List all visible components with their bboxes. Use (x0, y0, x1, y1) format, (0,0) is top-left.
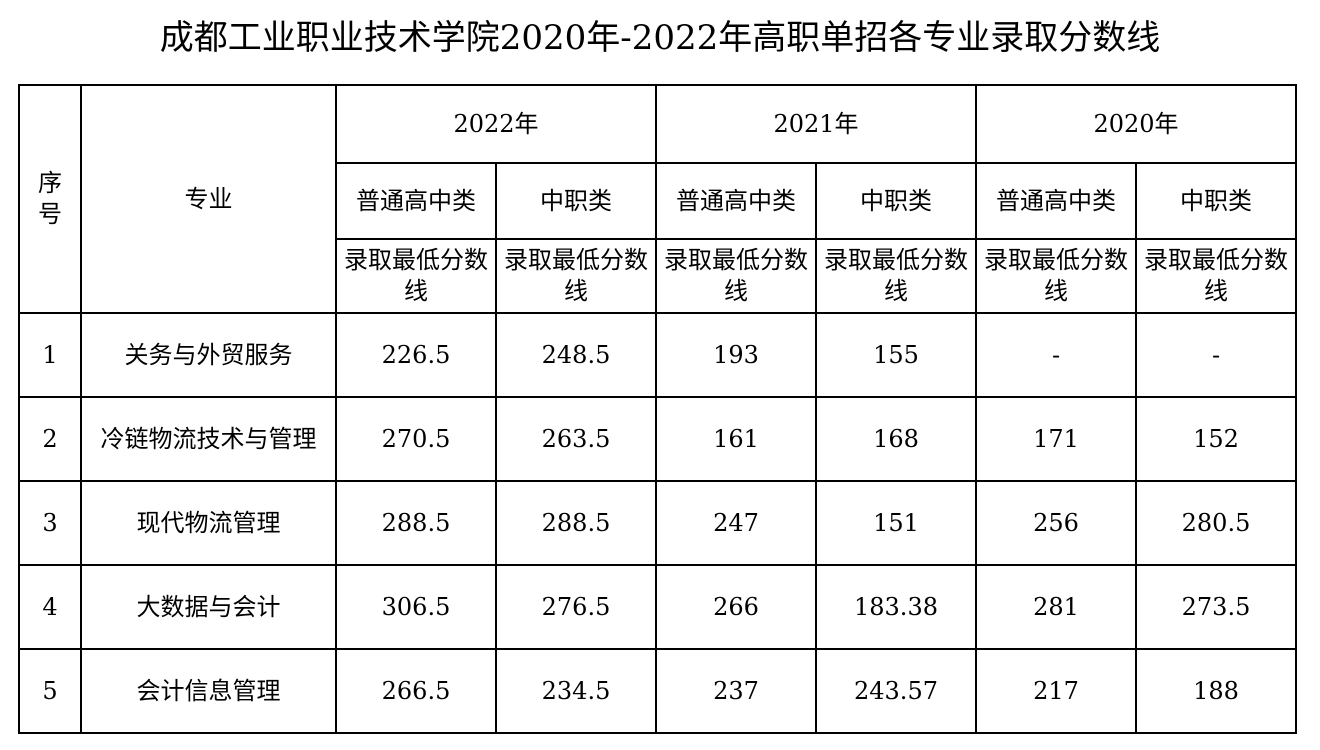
table-row: 2 冷链物流技术与管理 270.5 263.5 161 168 171 152 (18, 396, 1297, 482)
row-major: 现代物流管理 (80, 480, 337, 566)
score-cell: 226.5 (335, 312, 497, 398)
score-cell: 151 (815, 480, 977, 566)
score-cell: 266 (655, 564, 817, 650)
min-score-header-row: 录取最低分数线 录取最低分数线 录取最低分数线 录取最低分数线 录取最低分数线 … (19, 238, 1297, 314)
min-score-header: 录取最低分数线 (1135, 238, 1297, 314)
min-score-label: 录取最低分数线 (984, 246, 1128, 305)
row-index: 1 (18, 312, 82, 398)
index-header-label: 序 号 (38, 169, 62, 228)
score-cell: 276.5 (495, 564, 657, 650)
min-score-label: 录取最低分数线 (664, 246, 808, 305)
page-title: 成都工业职业技术学院2020年-2022年高职单招各专业录取分数线 (159, 18, 1161, 58)
index-header: 序 号 (18, 84, 82, 314)
year-header-2021: 2021年 (655, 84, 977, 164)
category-vocational-2021: 中职类 (815, 162, 977, 240)
score-cell: 288.5 (335, 480, 497, 566)
min-score-header: 录取最低分数线 (655, 238, 817, 314)
row-index: 3 (18, 480, 82, 566)
row-major: 大数据与会计 (80, 564, 337, 650)
year-header-row: 序 号 专业 2022年 2021年 2020年 (18, 84, 1297, 314)
category-general-2020: 普通高中类 (975, 162, 1137, 240)
category-general-2021: 普通高中类 (655, 162, 817, 240)
row-index: 4 (18, 564, 82, 650)
category-vocational-2020: 中职类 (1135, 162, 1297, 240)
score-cell: 171 (975, 396, 1137, 482)
min-score-header: 录取最低分数线 (975, 238, 1137, 314)
table-row: 4 大数据与会计 306.5 276.5 266 183.38 281 273.… (18, 564, 1297, 650)
row-major: 冷链物流技术与管理 (80, 396, 337, 482)
min-score-header: 录取最低分数线 (495, 238, 657, 314)
score-cell: 168 (815, 396, 977, 482)
year-header-2020: 2020年 (975, 84, 1297, 164)
score-cell: 281 (975, 564, 1137, 650)
score-cell: 161 (655, 396, 817, 482)
row-major: 关务与外贸服务 (80, 312, 337, 398)
row-index: 5 (18, 648, 82, 734)
category-header-row: 普通高中类 中职类 普通高中类 中职类 普通高中类 中职类 (19, 162, 1297, 240)
min-score-label: 录取最低分数线 (504, 246, 648, 305)
score-cell: 266.5 (335, 648, 497, 734)
score-cell: 306.5 (335, 564, 497, 650)
score-cell: 237 (655, 648, 817, 734)
score-cell: 155 (815, 312, 977, 398)
min-score-header: 录取最低分数线 (815, 238, 977, 314)
year-header-2022: 2022年 (335, 84, 657, 164)
min-score-header: 录取最低分数线 (335, 238, 497, 314)
table-row: 5 会计信息管理 266.5 234.5 237 243.57 217 188 (18, 648, 1297, 734)
score-cell: 280.5 (1135, 480, 1297, 566)
score-cell: 248.5 (495, 312, 657, 398)
table-row: 1 关务与外贸服务 226.5 248.5 193 155 - - (18, 312, 1297, 398)
major-header: 专业 (80, 84, 337, 314)
score-cell: 270.5 (335, 396, 497, 482)
row-major: 会计信息管理 (80, 648, 337, 734)
min-score-label: 录取最低分数线 (824, 246, 968, 305)
score-cell: 243.57 (815, 648, 977, 734)
score-cell: 152 (1135, 396, 1297, 482)
admission-score-table: 序 号 专业 2022年 2021年 2020年 普通高中类 中职类 普通高中类… (18, 84, 1297, 734)
min-score-label: 录取最低分数线 (344, 246, 488, 305)
score-cell: 188 (1135, 648, 1297, 734)
major-header-label: 专业 (184, 185, 233, 213)
score-cell: - (975, 312, 1137, 398)
category-vocational-2022: 中职类 (495, 162, 657, 240)
score-cell: 273.5 (1135, 564, 1297, 650)
table-row: 3 现代物流管理 288.5 288.5 247 151 256 280.5 (18, 480, 1297, 566)
score-cell: 183.38 (815, 564, 977, 650)
row-index: 2 (18, 396, 82, 482)
score-cell: 256 (975, 480, 1137, 566)
score-cell: 217 (975, 648, 1137, 734)
score-cell: 193 (655, 312, 817, 398)
score-cell: 263.5 (495, 396, 657, 482)
min-score-label: 录取最低分数线 (1144, 246, 1288, 305)
score-cell: 247 (655, 480, 817, 566)
category-general-2022: 普通高中类 (335, 162, 497, 240)
score-cell: 234.5 (495, 648, 657, 734)
score-cell: - (1135, 312, 1297, 398)
score-cell: 288.5 (495, 480, 657, 566)
